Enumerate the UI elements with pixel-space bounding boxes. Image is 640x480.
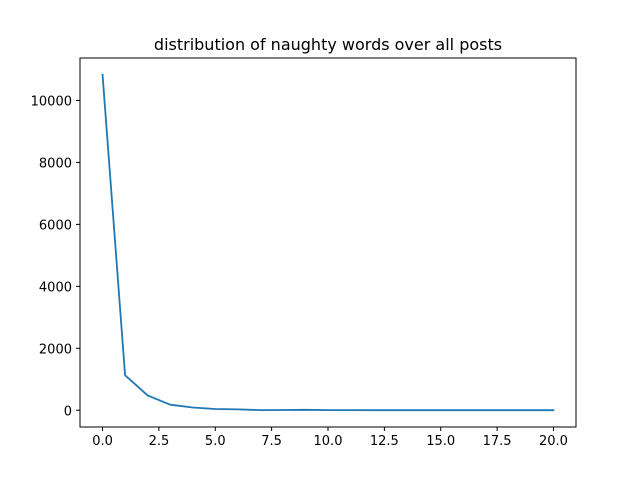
x-tick-label: 0.0 (92, 434, 113, 449)
y-tick-label: 10000 (31, 94, 72, 109)
y-axis: 0 2000 4000 6000 8000 10000 (31, 94, 80, 419)
chart-title: distribution of naughty words over all p… (154, 35, 502, 54)
x-tick-label: 5.0 (205, 434, 226, 449)
x-tick-label: 15.0 (426, 434, 455, 449)
x-tick-label: 17.5 (483, 434, 512, 449)
x-axis: 0.0 2.5 5.0 7.5 10.0 12.5 15.0 17.5 20.0 (92, 427, 568, 449)
plot-frame (79, 57, 577, 428)
x-tick-label: 2.5 (149, 434, 170, 449)
series-line (101, 73, 555, 412)
y-tick-label: 2000 (39, 342, 72, 357)
y-tick-label: 4000 (39, 280, 72, 295)
x-tick-label: 12.5 (370, 434, 399, 449)
y-tick-label: 6000 (39, 218, 72, 233)
x-tick-label: 20.0 (539, 434, 568, 449)
y-tick-label: 8000 (39, 156, 72, 171)
x-tick-label: 10.0 (314, 434, 343, 449)
series-layer (101, 73, 555, 412)
y-tick-label: 0 (64, 404, 72, 419)
x-tick-label: 7.5 (261, 434, 282, 449)
